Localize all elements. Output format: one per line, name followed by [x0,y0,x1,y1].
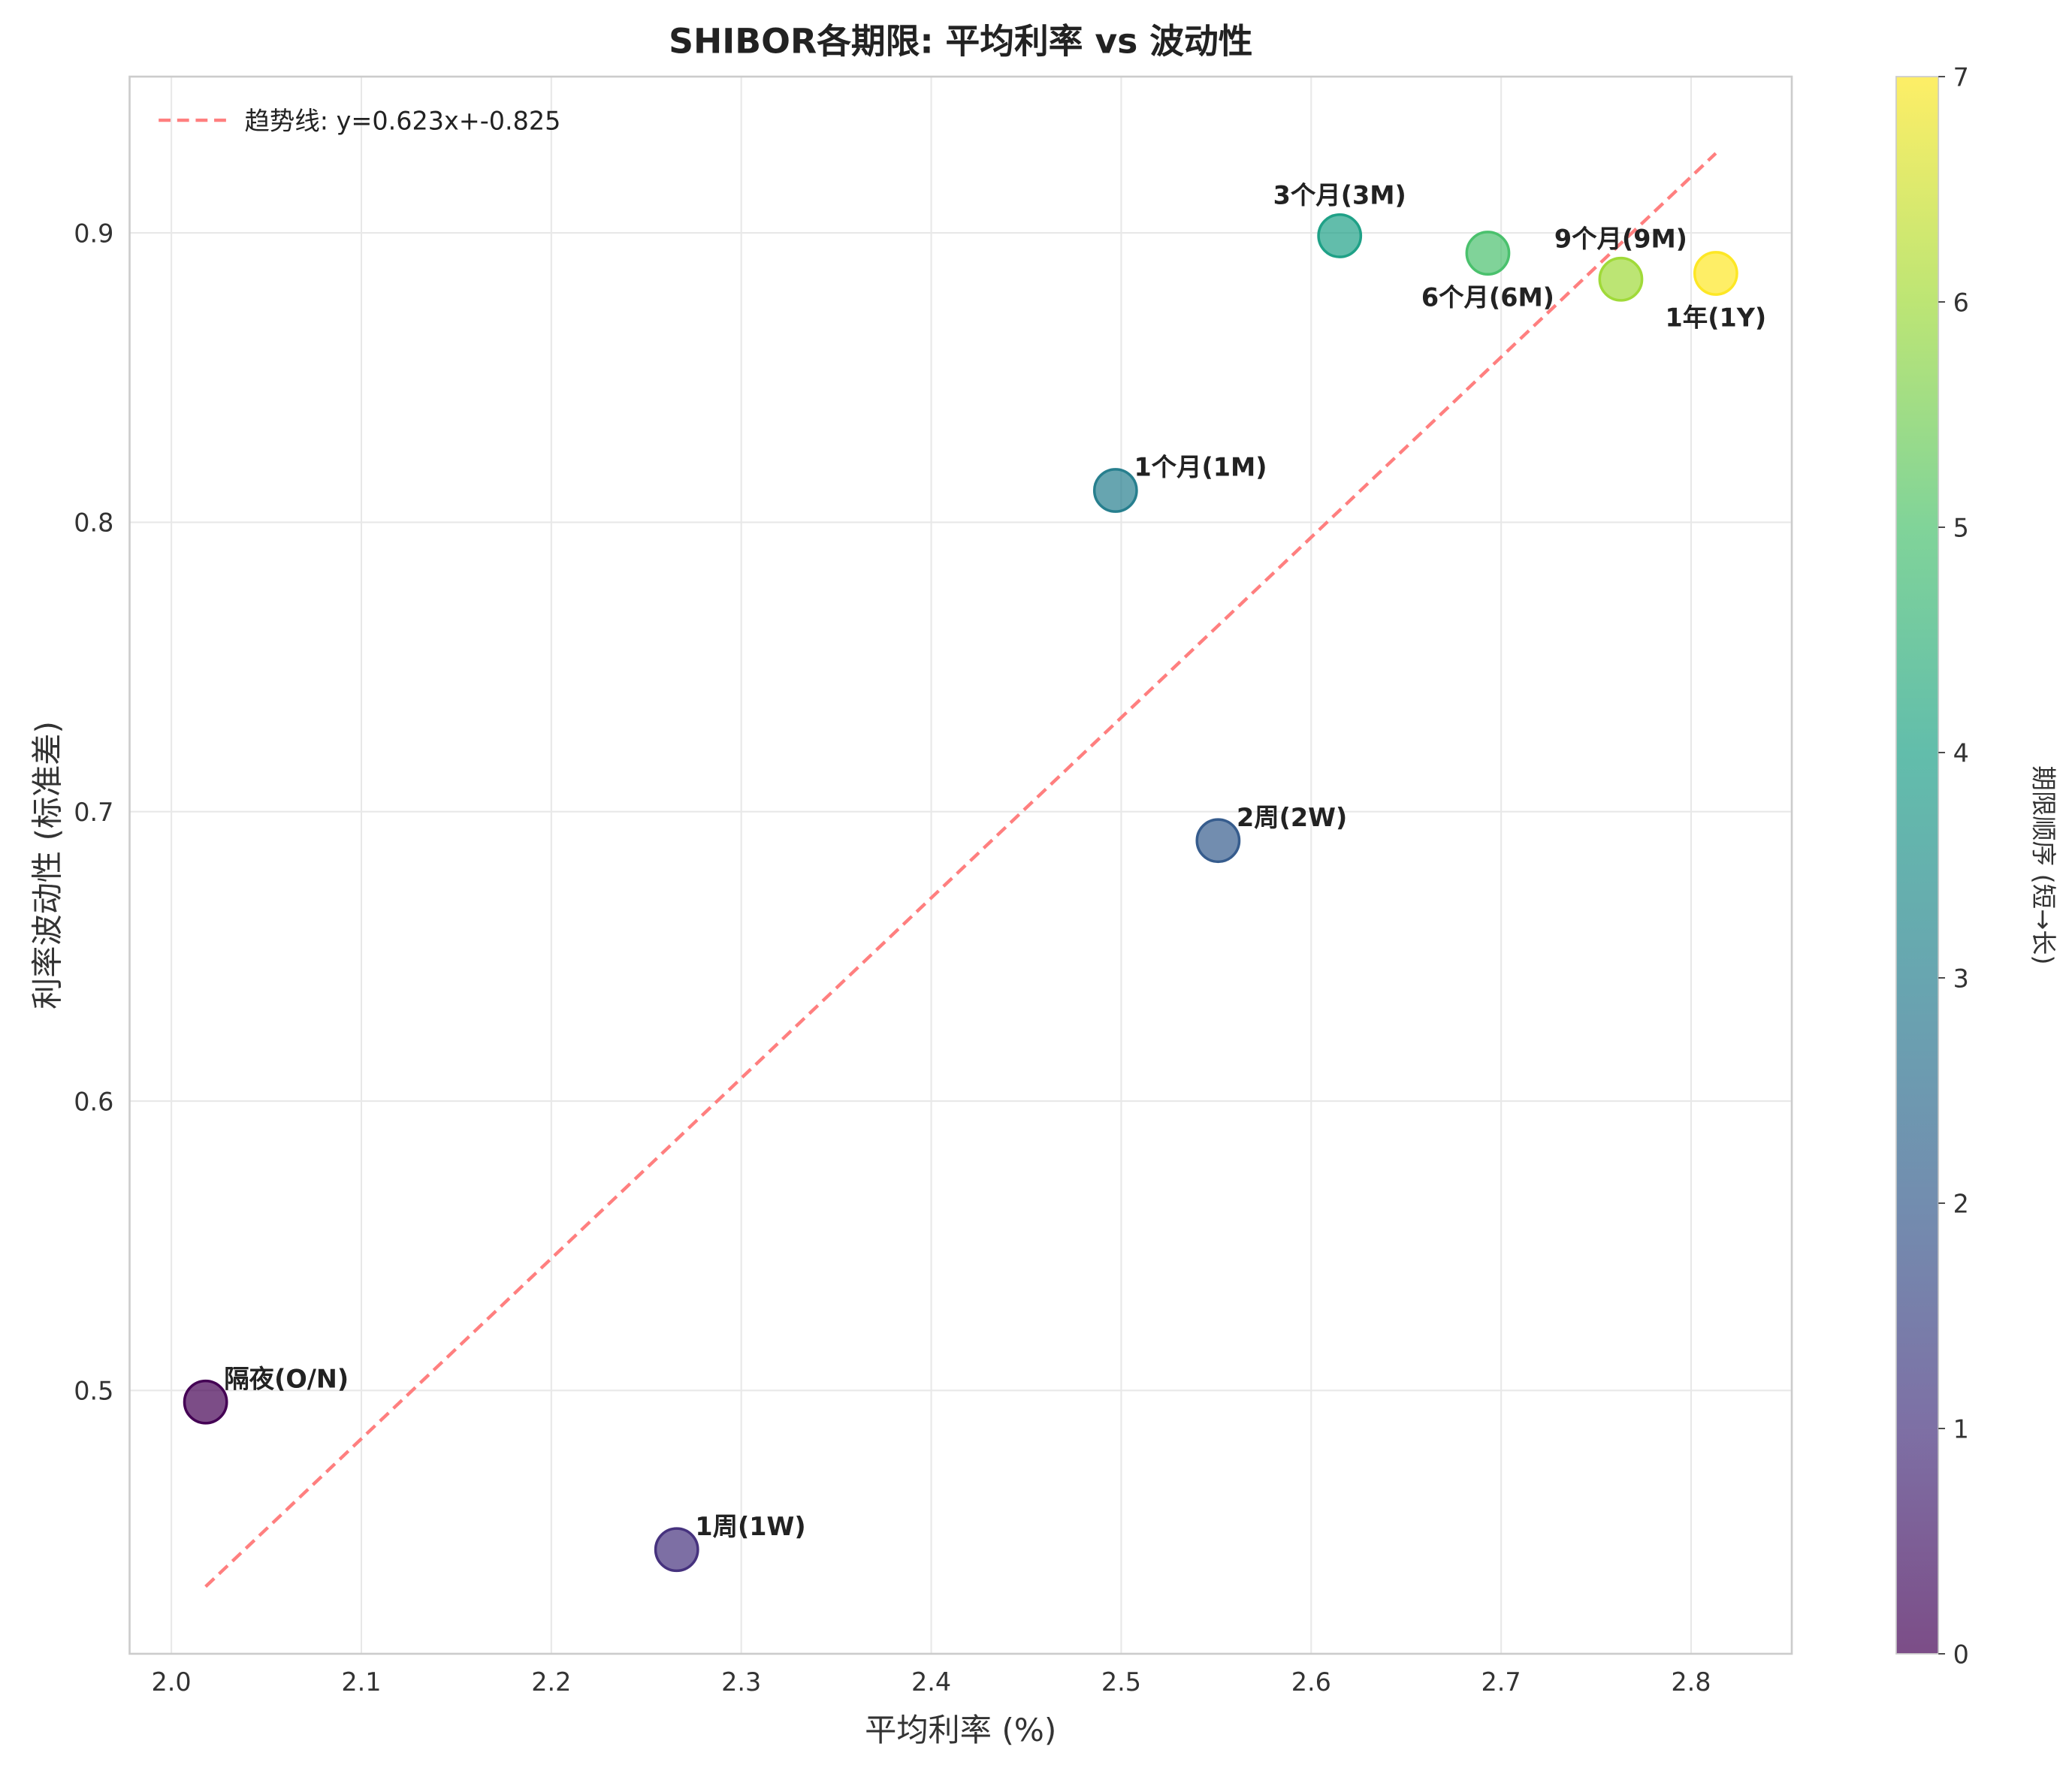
colorbar-frame [1895,76,1940,1655]
colorbar-gradient [1895,77,1939,1654]
colorbar-tick-label: 6 [1953,288,1969,317]
legend-label: 趋势线: y=0.623x+-0.825 [245,106,561,135]
y-tick-label: 0.8 [74,508,113,538]
y-tick-label: 0.6 [74,1087,113,1116]
x-tick-label: 2.5 [1101,1667,1141,1697]
point-label: 9个月(9M) [1554,225,1687,254]
colorbar-tick-label: 7 [1953,62,1969,92]
x-tick-label: 2.2 [531,1667,571,1697]
y-tick-label: 0.5 [74,1377,113,1406]
point-label: 6个月(6M) [1421,282,1554,312]
colorbar-tick-label: 1 [1953,1414,1969,1444]
data-point [654,1527,699,1573]
colorbar-tick-label: 5 [1953,513,1969,542]
plot-frame [128,75,1793,1655]
point-label: 隔夜(O/N) [224,1364,349,1393]
x-axis-label: 平均利率 (%) [865,1712,1056,1748]
grid [129,77,1793,1654]
point-label: 3个月(3M) [1273,181,1406,210]
colorbar-label: 期限顺序 (短→长) [2029,765,2058,964]
colorbar-tick-label: 4 [1953,738,1969,768]
point-label: 2周(2W) [1237,803,1347,832]
x-tick-label: 2.6 [1291,1667,1331,1697]
point-label: 1年(1Y) [1666,303,1767,332]
y-tick-label: 0.7 [74,798,113,827]
colorbar-tick-label: 2 [1953,1189,1969,1218]
x-tick-label: 2.7 [1482,1667,1521,1697]
colorbar: 0 1 2 3 4 5 6 7 期限顺序 (短→长) [1895,62,2058,1669]
point-label: 1周(1W) [695,1512,805,1541]
y-axis-label: 利率波动性 (标准差) [29,721,66,1009]
data-point [1195,818,1241,864]
data-point [1465,231,1511,276]
chart-title: SHIBOR各期限: 平均利率 vs 波动性 [669,21,1252,61]
data-point [183,1379,228,1425]
data-point [1092,468,1138,513]
colorbar-tick-label: 3 [1953,964,1969,993]
data-point [1317,213,1363,258]
x-tick-label: 2.1 [341,1667,381,1697]
trendline [204,152,1717,1588]
x-tick-label: 2.0 [152,1667,192,1697]
data-point [1598,256,1644,302]
x-tick-label: 2.3 [721,1667,761,1697]
point-label: 1个月(1M) [1134,453,1267,482]
legend: 趋势线: y=0.623x+-0.825 [159,106,560,135]
x-tick-label: 2.4 [911,1667,951,1697]
data-point [1693,251,1738,296]
x-tick-label: 2.8 [1671,1667,1711,1697]
y-tick-label: 0.9 [74,219,113,248]
colorbar-tick-label: 0 [1953,1640,1969,1669]
